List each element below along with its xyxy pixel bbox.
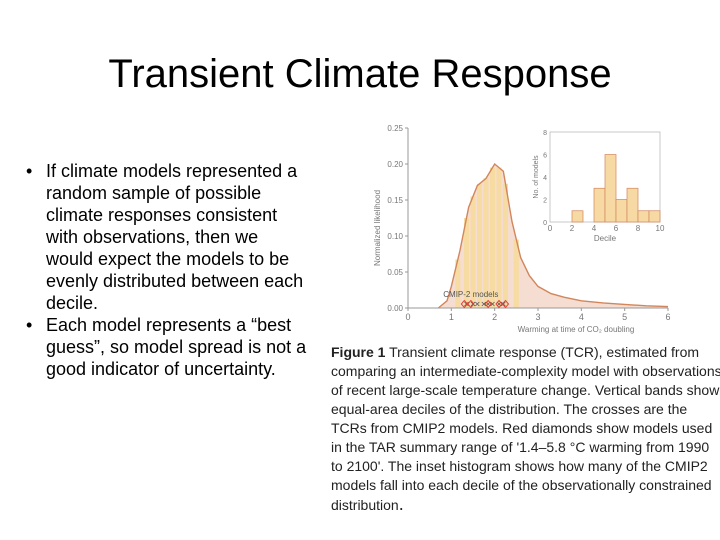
inset-y-tick-label: 8 [543,130,547,137]
decile-band [464,218,469,308]
x-tick-label: 0 [405,312,410,322]
y-tick-label: 0.10 [387,232,403,241]
inset-y-label: No. of models [533,155,540,199]
inset-x-tick-label: 0 [548,224,553,233]
decile-band [490,167,495,308]
inset-x-label: Decile [594,234,617,243]
cmip2-label: CMIP-2 models [443,290,498,299]
y-tick-label: 0.20 [387,160,403,169]
slide-title: Transient Climate Response [108,52,612,96]
bullet-glyph: • [26,315,33,335]
decile-band [513,239,519,308]
decile-band [477,183,482,308]
inset-x-tick-label: 4 [592,224,597,233]
inset-bar [637,210,650,223]
tar-diamond [467,299,475,309]
tar-diamond [495,299,503,309]
bullet-list: • If climate models represented a random… [18,160,308,380]
y-tick-label: 0.05 [387,268,403,277]
decile-band [503,183,508,308]
cmip2-cross [475,301,480,307]
tar-diamond [460,299,468,309]
cmip2-cross [481,301,487,307]
inset-bar [571,210,584,223]
decile-band [455,259,461,308]
tar-diamond [501,299,510,309]
decile-band [483,178,489,308]
cmip2-cross [501,301,506,307]
bullet-text: If climate models represented a random s… [46,161,304,313]
bullet-item: • If climate models represented a random… [18,160,308,314]
decile-band [496,167,502,308]
inset-x-tick-label: 8 [636,224,641,233]
bullet-glyph: • [26,161,33,181]
likelihood-fill [438,164,668,308]
decile-band [470,196,476,308]
likelihood-curve [437,162,669,309]
bullet-text: Each model represents a “best guess”, so… [46,315,307,379]
x-axis-label: Warming at time of CO₂ doubling [518,325,635,334]
tcr-figure: 0.00 0.05 0.10 0.15 0.20 0.25 0 1 2 3 4 5 6 Warming a… [364,118,684,343]
cmip2-cross [470,301,476,307]
inset-y-tick-label: 6 [543,153,547,160]
inset-bar [615,199,628,223]
x-tick-label: 2 [492,312,497,322]
caption-body: Transient climate response (TCR), estima… [331,344,720,513]
y-axis-label: Normalized likelihood [373,190,382,266]
caption-end: . [398,494,404,514]
y-tick-label: 0.25 [387,124,403,133]
inset-y-tick-label: 2 [543,198,547,205]
inset-x-tick-label: 6 [614,224,619,233]
bullet-item: • Each model represents a “best guess”, … [18,314,308,380]
tcr-chart: 0.00 0.05 0.10 0.15 0.20 0.25 0 1 2 3 4 5 6 Warming a… [373,124,671,334]
x-tick-label: 1 [449,312,454,322]
cmip2-cross [464,301,469,307]
y-tick-label: 0.00 [387,304,403,313]
x-tick-label: 3 [535,312,540,322]
inset-bar [626,187,639,223]
inset-bar [648,210,661,223]
inset-bar [593,187,606,223]
inset-y-tick-label: 0 [543,220,547,227]
tar-diamond [484,299,492,309]
x-tick-label: 4 [579,312,584,322]
caption-lead: Figure 1 [331,344,386,360]
x-tick-label: 5 [622,312,627,322]
inset-y-tick-label: 4 [543,175,547,182]
inset-bar [604,154,617,223]
x-tick-label: 6 [665,312,670,322]
figure-caption: Figure 1 Transient climate response (TCR… [331,343,720,515]
inset-x-tick-label: 2 [570,224,575,233]
inset-x-tick-label: 10 [656,224,665,233]
cmip2-cross [490,301,495,307]
y-tick-label: 0.15 [387,196,403,205]
